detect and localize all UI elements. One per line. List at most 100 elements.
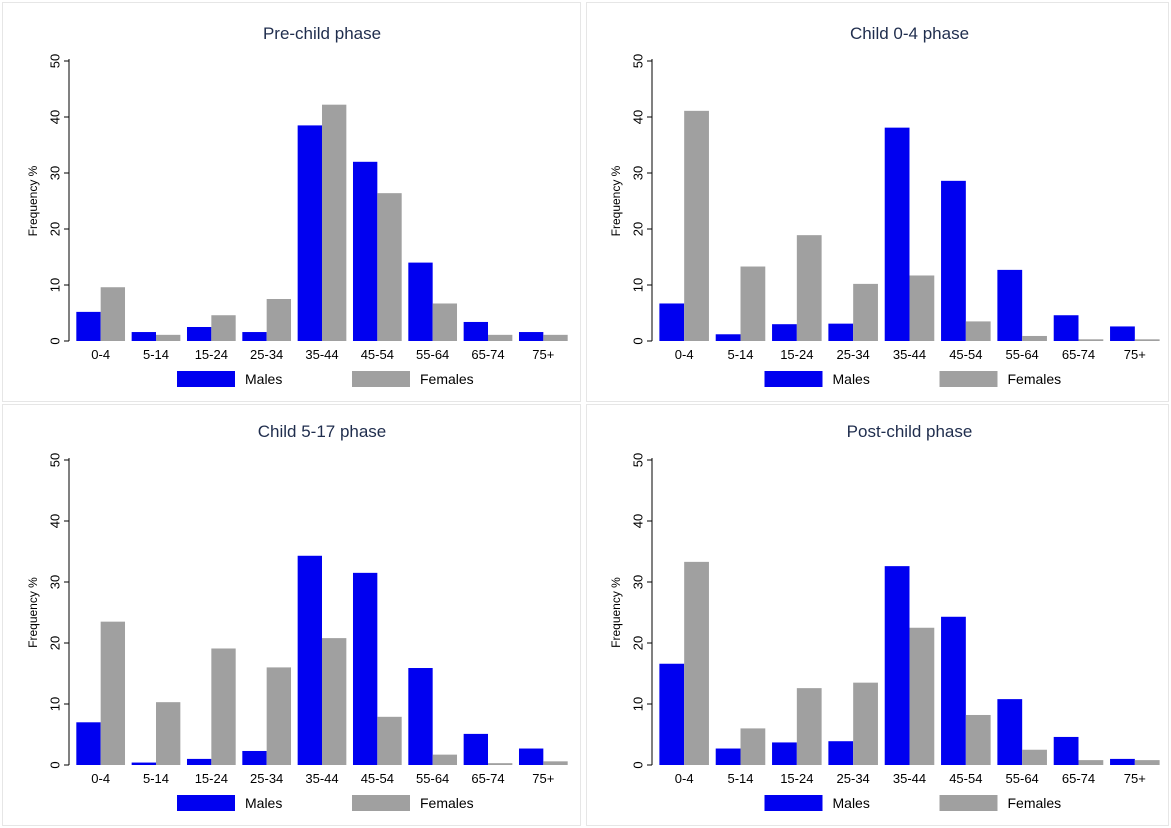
bar-males-25-34 [828, 323, 854, 341]
bar-females-75+ [1134, 339, 1160, 341]
bar-females-45-54 [377, 716, 402, 765]
legend-swatch-males [177, 371, 235, 387]
bar-males-45-54 [352, 572, 378, 765]
x-tick-label: 55-64 [1006, 347, 1039, 362]
y-tick-label: 30 [631, 166, 646, 180]
y-axis-label: Frequency % [26, 165, 40, 236]
bar-females-45-54 [377, 193, 402, 341]
chart-title: Child 0-4 phase [850, 24, 969, 43]
y-tick-label: 40 [48, 110, 63, 124]
bar-males-0-4 [659, 303, 685, 341]
x-tick-label: 0-4 [91, 347, 110, 362]
bar-females-25-34 [266, 667, 292, 765]
bar-males-25-34 [242, 332, 267, 341]
chart-panel-post-child: Post-child phase 0 10 20 30 40 50 Frequency % 0-… [586, 404, 1169, 826]
y-tick-label: 0 [631, 761, 646, 768]
bar-males-45-54 [941, 616, 966, 765]
bar-females-35-44 [909, 275, 935, 341]
y-axis-label: Frequency % [609, 165, 623, 236]
bar-males-0-4 [659, 663, 685, 765]
legend-label-females: Females [420, 371, 474, 387]
bar-females-65-74 [1078, 760, 1104, 765]
bar-males-75+ [518, 748, 544, 765]
bar-females-25-34 [853, 682, 878, 765]
y-tick-label: 40 [631, 110, 646, 124]
bar-males-35-44 [884, 127, 910, 341]
x-tick-label: 45-54 [361, 347, 394, 362]
bar-males-65-74 [1053, 315, 1079, 341]
y-tick-label: 50 [631, 54, 646, 68]
bar-females-55-64 [1022, 335, 1047, 341]
legend-label-females: Females [1008, 795, 1062, 811]
x-tick-label: 45-54 [949, 771, 982, 786]
x-tick-label: 75+ [1124, 771, 1146, 786]
bar-females-0-4 [100, 287, 126, 341]
bar-males-75+ [518, 332, 544, 341]
legend-label-males: Males [833, 371, 870, 387]
legend-swatch-females [352, 795, 410, 811]
y-tick-label: 10 [48, 278, 63, 292]
x-tick-label: 5-14 [143, 771, 169, 786]
y-tick-label: 0 [48, 761, 63, 768]
bar-males-15-24 [772, 742, 797, 765]
bar-males-5-14 [715, 748, 741, 765]
bar-females-0-4 [100, 621, 126, 765]
y-tick-label: 20 [631, 222, 646, 236]
x-tick-label: 15-24 [780, 347, 813, 362]
legend-swatch-females [939, 795, 998, 811]
chart-title: Pre-child phase [263, 24, 381, 43]
bar-females-15-24 [796, 688, 822, 765]
bar-males-0-4 [76, 722, 101, 765]
y-tick-label: 40 [631, 514, 646, 528]
bar-males-5-14 [715, 334, 741, 341]
bar-females-55-64 [1022, 749, 1047, 765]
legend-swatch-males [764, 795, 823, 811]
y-tick-label: 40 [48, 514, 63, 528]
bar-females-25-34 [853, 283, 878, 341]
bar-females-65-74 [488, 763, 513, 765]
legend-swatch-females [939, 371, 998, 387]
legend-swatch-males [177, 795, 235, 811]
bar-females-75+ [1134, 760, 1160, 765]
bar-males-0-4 [76, 311, 101, 341]
bar-males-25-34 [828, 741, 854, 765]
bar-females-45-54 [965, 714, 991, 765]
x-tick-label: 15-24 [195, 347, 228, 362]
y-tick-label: 50 [48, 453, 63, 467]
y-tick-label: 30 [48, 166, 63, 180]
y-axis-label: Frequency % [26, 577, 40, 648]
x-tick-label: 35-44 [305, 771, 338, 786]
x-tick-label: 15-24 [780, 771, 813, 786]
bar-males-5-14 [131, 762, 156, 765]
x-tick-label: 35-44 [893, 347, 926, 362]
bar-males-35-44 [297, 555, 322, 765]
bar-females-5-14 [156, 334, 181, 341]
x-tick-label: 35-44 [305, 347, 338, 362]
x-tick-label: 55-64 [1006, 771, 1039, 786]
bar-males-25-34 [242, 750, 267, 765]
x-tick-label: 5-14 [727, 347, 753, 362]
y-tick-label: 10 [631, 278, 646, 292]
bar-males-15-24 [186, 758, 212, 765]
x-tick-label: 0-4 [675, 347, 694, 362]
chart-panel-child-0-4: Child 0-4 phase 0 10 20 30 40 50 Frequency % 0-4… [586, 2, 1169, 402]
bar-females-35-44 [322, 638, 347, 765]
x-tick-label: 0-4 [675, 771, 694, 786]
x-tick-label: 45-54 [361, 771, 394, 786]
bar-females-15-24 [211, 315, 236, 341]
bar-chart: Child 0-4 phase 0 10 20 30 40 50 Frequency % 0-4… [609, 24, 1160, 387]
bar-males-5-14 [131, 332, 156, 341]
legend-label-females: Females [1008, 371, 1062, 387]
legend-label-males: Males [245, 371, 282, 387]
bar-females-75+ [543, 334, 568, 341]
bar-females-5-14 [740, 266, 766, 341]
bar-females-5-14 [740, 728, 766, 765]
y-tick-label: 50 [48, 54, 63, 68]
bar-males-65-74 [1053, 736, 1079, 765]
y-tick-label: 20 [631, 636, 646, 650]
x-tick-label: 5-14 [143, 347, 169, 362]
x-tick-label: 75+ [532, 347, 554, 362]
y-tick-label: 10 [48, 697, 63, 711]
bar-chart: Post-child phase 0 10 20 30 40 50 Frequency % 0-… [609, 422, 1160, 811]
x-tick-label: 75+ [1124, 347, 1146, 362]
